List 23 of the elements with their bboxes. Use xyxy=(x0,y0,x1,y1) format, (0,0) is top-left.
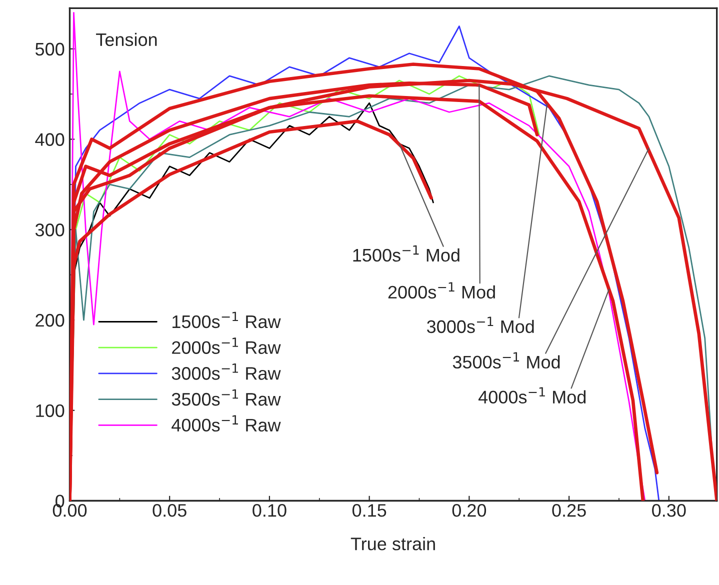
x-tick-label: 0.10 xyxy=(252,504,286,517)
y-tick-label: 400 xyxy=(35,133,64,146)
legend-label: 4000s$^{−1}$ Raw xyxy=(172,415,281,432)
x-tick-label: 0.25 xyxy=(552,504,586,517)
y-tick-label: 300 xyxy=(35,224,64,236)
x-tick-label: 0.05 xyxy=(152,504,186,517)
x-tick-label: 0.20 xyxy=(452,504,486,517)
x-tick-label: 0.15 xyxy=(352,504,386,517)
legend-label: 1500s$^{−1}$ Raw xyxy=(172,312,281,328)
x-axis-title: True strain xyxy=(350,537,435,550)
annotation: 3000s$^{−1}$ Mod xyxy=(426,316,534,334)
legend-label: 2000s$^{−1}$ Raw xyxy=(172,338,281,354)
legend-label: 3500s$^{−1}$ Raw xyxy=(172,389,281,406)
annotation: 2000s$^{−1}$ Mod xyxy=(388,282,495,299)
annotation: 3500s$^{−1}$ Mod xyxy=(452,352,560,369)
annotation: Tension xyxy=(96,32,157,46)
legend-label: 3000s$^{−1}$ Raw xyxy=(172,364,281,380)
annotation: 4000s$^{−1}$ Mod xyxy=(478,387,586,404)
y-tick-label: 200 xyxy=(36,314,64,327)
y-tick-label: 500 xyxy=(35,42,64,56)
y-tick-label: 100 xyxy=(36,404,64,418)
x-tick-label: 0.30 xyxy=(652,504,686,517)
annotation: 1500s$^{−1}$ Mod xyxy=(353,245,460,262)
